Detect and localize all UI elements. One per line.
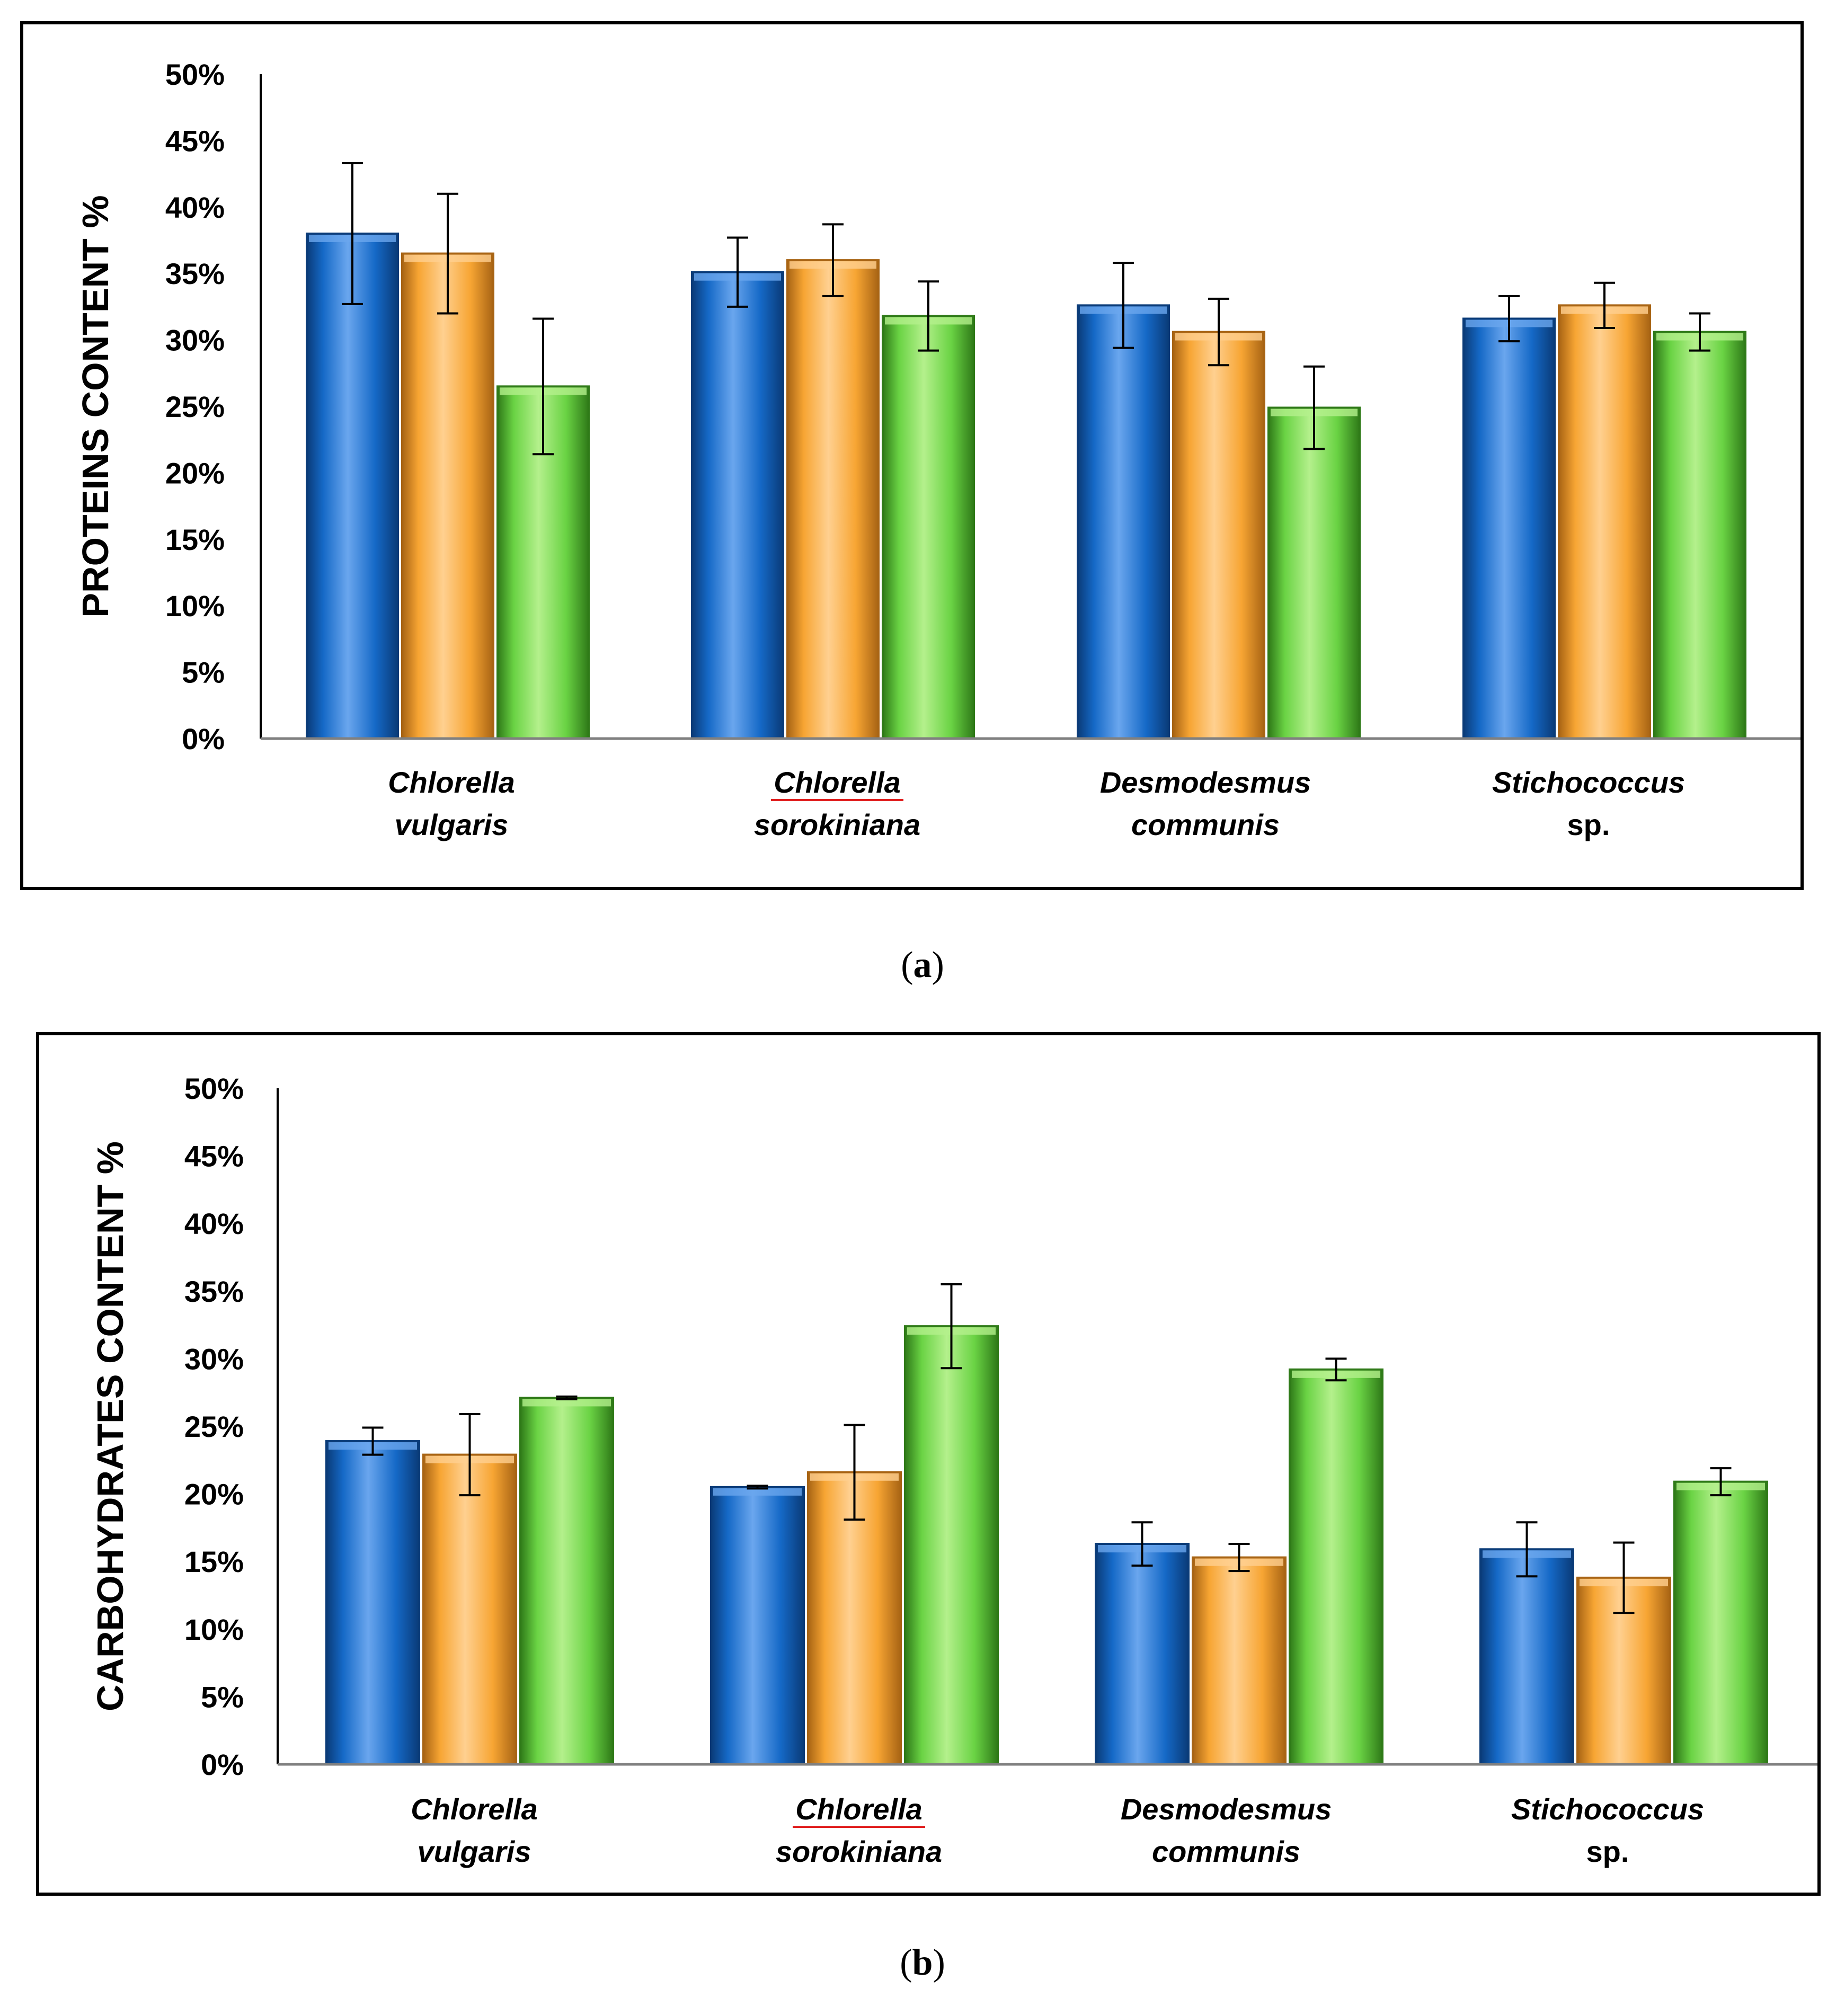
x-category-label: Stichococcus bbox=[1511, 1792, 1704, 1826]
bar bbox=[1192, 1556, 1287, 1765]
y-tick-label: 5% bbox=[182, 656, 225, 689]
bar bbox=[1267, 406, 1361, 740]
y-tick-label: 45% bbox=[184, 1140, 244, 1173]
x-category-label: sorokiniana bbox=[776, 1835, 942, 1868]
y-tick-label: 50% bbox=[184, 1072, 244, 1105]
bar bbox=[691, 271, 784, 740]
y-tick-label: 40% bbox=[184, 1207, 244, 1240]
y-tick-label: 25% bbox=[184, 1410, 244, 1443]
y-axis-title: PROTEINS CONTENT % bbox=[75, 195, 116, 617]
chart-panel-carbohydrates: 0% 5% 10% 15% 20% 25% 30% 35% 40% 45% 50% CARBOHYDR… bbox=[36, 1032, 1821, 1896]
y-tick-label: 35% bbox=[165, 257, 225, 290]
caption-a-label: a bbox=[913, 945, 932, 985]
chart-panel-proteins: 0% 5% 10% 15% 20% 25% 30% 35% 40% 45% 50% PROTEINS … bbox=[20, 21, 1804, 890]
y-tick-label: 10% bbox=[165, 589, 225, 623]
y-tick-label: 30% bbox=[184, 1342, 244, 1375]
y-tick-label: 5% bbox=[201, 1680, 244, 1713]
bar bbox=[807, 1471, 902, 1765]
bar bbox=[519, 1397, 614, 1765]
caption-a: (a) bbox=[901, 945, 944, 985]
x-category-label: Chlorella bbox=[774, 766, 901, 799]
y-tick-label: 20% bbox=[184, 1478, 244, 1511]
bar bbox=[422, 1453, 517, 1765]
y-tick-label: 0% bbox=[201, 1748, 244, 1781]
bar bbox=[882, 315, 975, 740]
bar bbox=[1462, 317, 1556, 740]
x-category-label: sp. bbox=[1567, 808, 1610, 841]
bar bbox=[1095, 1543, 1190, 1765]
y-tick-label: 30% bbox=[165, 324, 225, 357]
y-tick-label: 0% bbox=[182, 722, 225, 756]
x-category-label: vulgaris bbox=[418, 1835, 531, 1868]
y-tick-label: 45% bbox=[165, 124, 225, 157]
y-tick-label: 35% bbox=[184, 1275, 244, 1308]
bar-highlight bbox=[713, 1488, 802, 1496]
bar bbox=[710, 1486, 805, 1765]
bar bbox=[1558, 304, 1651, 740]
bar bbox=[1289, 1368, 1383, 1765]
bar bbox=[1673, 1480, 1768, 1765]
x-category-label: vulgaris bbox=[395, 808, 509, 841]
y-tick-label: 15% bbox=[165, 523, 225, 556]
x-category-label: Stichococcus bbox=[1492, 766, 1685, 799]
x-category-label: communis bbox=[1131, 808, 1280, 841]
caption-b: (b) bbox=[900, 1942, 945, 1983]
y-tick-label: 15% bbox=[184, 1545, 244, 1578]
x-category-label: Chlorella bbox=[388, 766, 515, 799]
carbohydrates-chart: 0% 5% 10% 15% 20% 25% 30% 35% 40% 45% 50% CARBOHYDR… bbox=[90, 1072, 1817, 1868]
bar bbox=[1172, 331, 1265, 740]
bar bbox=[325, 1440, 420, 1765]
bar bbox=[1479, 1548, 1574, 1765]
x-category-label: Desmodesmus bbox=[1121, 1792, 1332, 1826]
y-tick-label: 25% bbox=[165, 390, 225, 423]
bar-highlight bbox=[522, 1399, 611, 1407]
y-axis-title: CARBOHYDRATES CONTENT % bbox=[90, 1141, 131, 1711]
proteins-chart: 0% 5% 10% 15% 20% 25% 30% 35% 40% 45% 50% PROTEINS … bbox=[75, 58, 1800, 841]
bar bbox=[1077, 304, 1170, 740]
x-category-label: Chlorella bbox=[411, 1792, 538, 1826]
bar bbox=[1653, 331, 1746, 740]
y-tick-label: 50% bbox=[165, 58, 225, 91]
bar bbox=[401, 252, 494, 740]
bar bbox=[306, 232, 399, 740]
bar bbox=[904, 1325, 999, 1765]
bar bbox=[786, 259, 880, 740]
y-tick-label: 20% bbox=[165, 456, 225, 490]
x-category-label: Desmodesmus bbox=[1100, 766, 1311, 799]
x-category-label: communis bbox=[1152, 1835, 1300, 1868]
x-category-label: Chlorella bbox=[795, 1792, 923, 1826]
x-category-label: sorokiniana bbox=[754, 808, 920, 841]
y-tick-label: 10% bbox=[184, 1613, 244, 1646]
caption-b-label: b bbox=[912, 1942, 933, 1983]
x-category-label: sp. bbox=[1586, 1835, 1629, 1868]
y-tick-label: 40% bbox=[165, 191, 225, 224]
